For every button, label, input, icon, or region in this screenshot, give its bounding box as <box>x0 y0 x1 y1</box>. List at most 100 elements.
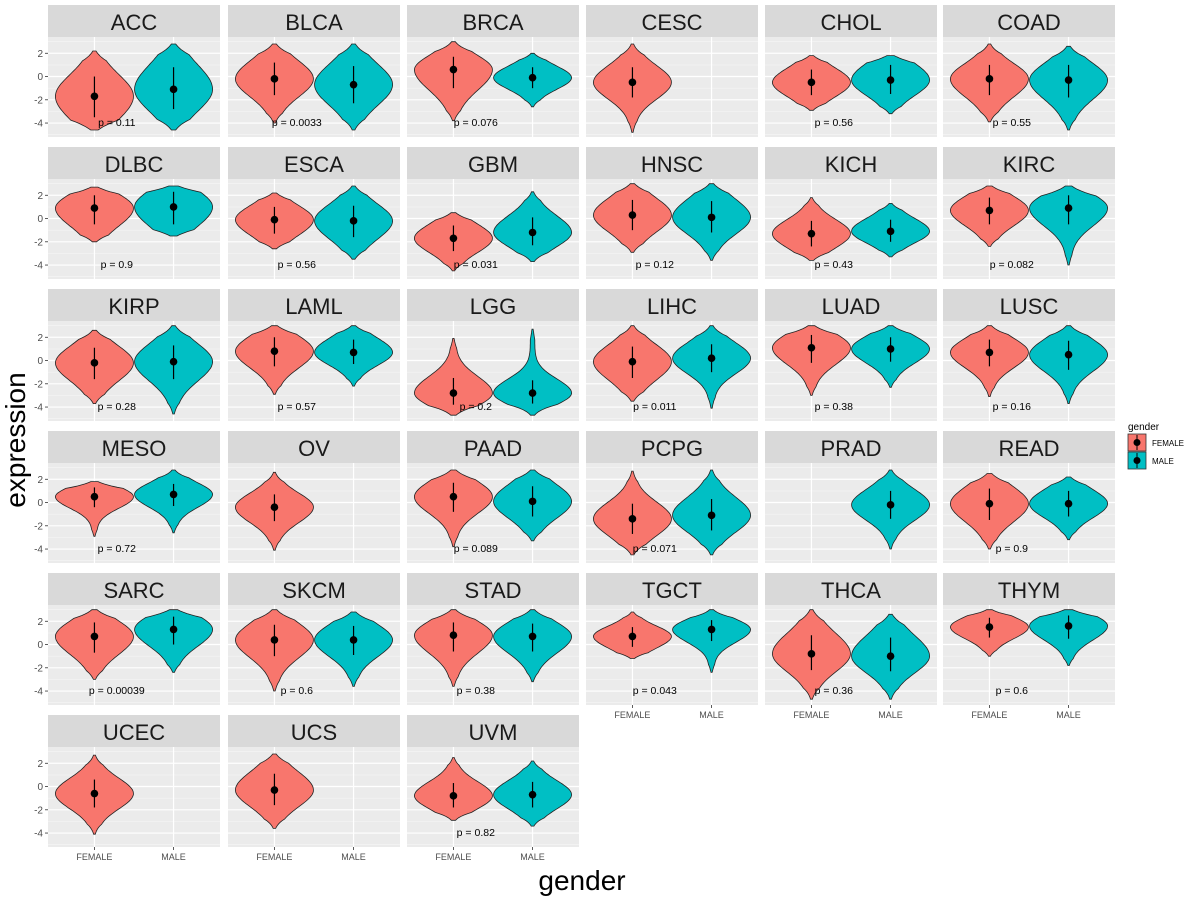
median-point-male <box>886 76 895 84</box>
median-point-female <box>270 347 279 356</box>
x-tick-label: MALE <box>878 710 903 720</box>
y-tick-label: -4 <box>34 261 43 272</box>
facet-title: COAD <box>997 10 1061 35</box>
facet-panel-meso: MESO p = 0.72 2 0 -2 -4 <box>34 431 220 563</box>
y-tick-label: 0 <box>37 214 43 225</box>
legend-key-dot <box>1133 457 1141 464</box>
facet-strip <box>586 5 758 37</box>
p-value-label: p = 0.82 <box>457 827 495 839</box>
legend-item-male: MALE <box>1127 451 1174 470</box>
median-point-male <box>1064 622 1073 630</box>
y-tick-label: 2 <box>37 759 43 770</box>
violin-male <box>1029 185 1109 266</box>
x-tick-label: FEMALE <box>256 852 292 862</box>
median-point-male <box>169 85 178 94</box>
median-point-male <box>707 354 716 363</box>
facet-strip <box>48 147 220 179</box>
median-point-female <box>985 206 994 215</box>
x-tick-label: MALE <box>1056 710 1081 720</box>
facet-panel-esca: ESCA p = 0.56 <box>228 147 400 279</box>
facet-strip <box>407 431 579 463</box>
facet-panel-gbm: GBM p = 0.031 <box>407 147 579 279</box>
p-value-label: p = 0.56 <box>815 117 853 129</box>
facet-strip <box>48 573 220 605</box>
facet-strip <box>228 431 400 463</box>
violin-male <box>493 328 573 416</box>
median-point-male <box>169 357 178 366</box>
legend-label-female: FEMALE <box>1152 439 1184 448</box>
facet-panel-stad: STAD p = 0.38 <box>407 573 579 705</box>
facet-panel-ov: OV <box>228 431 400 563</box>
median-point-male <box>169 490 178 499</box>
legend-label-male: MALE <box>1152 457 1174 466</box>
median-point-female <box>807 343 816 352</box>
y-axis-title: expression <box>0 372 31 507</box>
facet-title: KICH <box>825 152 878 177</box>
facet-strip <box>586 431 758 463</box>
facet-title: ESCA <box>284 152 344 177</box>
facet-strip <box>943 431 1115 463</box>
median-point-male <box>528 632 537 641</box>
facet-panel-luad: LUAD p = 0.38 <box>765 289 937 421</box>
facet-strip <box>765 573 937 605</box>
facet-title: CESC <box>641 10 702 35</box>
y-tick-label: -4 <box>34 545 43 556</box>
facet-panel-hnsc: HNSC p = 0.12 <box>586 147 758 279</box>
violin-female <box>413 338 493 416</box>
p-value-label: p = 0.55 <box>993 117 1031 129</box>
y-tick-label: -4 <box>34 403 43 414</box>
p-value-label: p = 0.38 <box>815 401 853 413</box>
facet-title: LUSC <box>1000 294 1059 319</box>
facet-title: READ <box>998 436 1059 461</box>
median-point-female <box>270 503 279 511</box>
violin-female <box>54 481 134 537</box>
median-point-female <box>807 229 816 238</box>
median-point-female <box>985 348 994 357</box>
facet-panel-thca: THCA p = 0.36 FEMALE MALE <box>765 573 937 720</box>
median-point-female <box>90 492 99 501</box>
facet-panel-skcm: SKCM p = 0.6 <box>228 573 400 705</box>
facet-title: LIHC <box>647 294 697 319</box>
facet-title: OV <box>298 436 330 461</box>
y-tick-label: 0 <box>37 782 43 793</box>
facet-panel-kirp: KIRP p = 0.28 2 0 -2 -4 <box>34 289 220 421</box>
y-tick-label: -4 <box>34 687 43 698</box>
y-tick-label: -2 <box>34 521 43 532</box>
median-point-female <box>90 359 99 367</box>
median-point-female <box>449 792 458 800</box>
median-point-female <box>90 204 99 212</box>
facet-title: TGCT <box>642 578 702 603</box>
median-point-female <box>90 92 99 101</box>
median-point-female <box>449 234 458 243</box>
facet-title: CHOL <box>820 10 881 35</box>
median-point-female <box>270 636 279 644</box>
p-value-label: p = 0.082 <box>990 259 1034 271</box>
p-value-label: p = 0.6 <box>281 685 314 697</box>
median-point-male <box>349 80 358 89</box>
facet-strip <box>228 573 400 605</box>
facet-panel-brca: BRCA p = 0.076 <box>407 5 579 137</box>
facet-title: PRAD <box>820 436 881 461</box>
p-value-label: p = 0.28 <box>98 401 136 413</box>
facet-strip <box>765 5 937 37</box>
x-tick-label: FEMALE <box>614 710 650 720</box>
facet-strip <box>48 289 220 321</box>
facet-title: STAD <box>464 578 521 603</box>
median-point-female <box>985 75 994 83</box>
y-tick-label: 2 <box>37 475 43 486</box>
p-value-label: p = 0.071 <box>633 543 677 555</box>
p-value-label: p = 0.9 <box>101 259 134 271</box>
facet-strip <box>943 573 1115 605</box>
median-point-male <box>169 203 178 211</box>
median-point-male <box>349 348 358 357</box>
median-point-male <box>528 790 537 799</box>
y-tick-label: -2 <box>34 95 43 106</box>
median-point-female <box>628 78 637 87</box>
median-point-female <box>270 75 279 83</box>
median-point-female <box>807 78 816 87</box>
p-value-label: p = 0.57 <box>278 401 316 413</box>
facet-panel-lihc: LIHC p = 0.011 <box>586 289 758 421</box>
x-tick-label: MALE <box>520 852 545 862</box>
facet-panel-kirc: KIRC p = 0.082 <box>943 147 1115 279</box>
